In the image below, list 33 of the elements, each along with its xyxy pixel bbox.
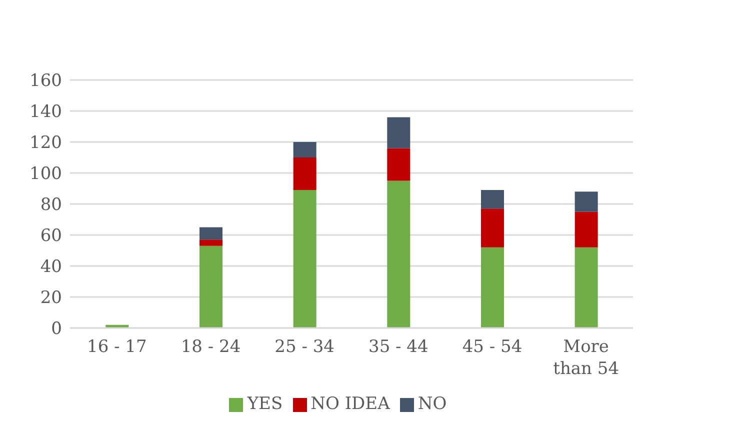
x-tick-label: 35 - 44 [368, 337, 428, 357]
legend-label: YES [247, 394, 283, 414]
bar [480, 190, 504, 209]
y-tick-label: 100 [30, 164, 62, 184]
x-tick-label: 16 - 17 [87, 337, 147, 357]
y-tick-label: 60 [40, 226, 62, 246]
bar [574, 247, 598, 328]
y-tick-label: 120 [30, 133, 62, 154]
bar [293, 142, 316, 158]
y-tick-label: 140 [30, 102, 62, 122]
x-tick-label: 45 - 54 [462, 337, 522, 357]
bar [199, 227, 222, 240]
bar [574, 212, 598, 248]
x-tick-label: 25 - 34 [274, 337, 334, 357]
y-tick-label: 160 [30, 71, 62, 92]
bar [387, 148, 410, 181]
legend-label: NO [418, 394, 447, 414]
y-tick-label: 0 [51, 319, 62, 340]
bar [199, 246, 222, 328]
y-tick-label: 40 [40, 257, 62, 278]
y-tick-label: 20 [40, 288, 62, 308]
bar [574, 192, 598, 212]
x-tick-label: 18 - 24 [180, 337, 241, 357]
bar [480, 247, 504, 328]
bar [293, 190, 316, 328]
bar [387, 117, 410, 148]
bar [480, 208, 504, 248]
bar [199, 240, 222, 246]
bar [387, 180, 410, 328]
legend-label: NO IDEA [310, 394, 390, 414]
y-tick-label: 80 [40, 195, 62, 216]
bar [293, 158, 316, 190]
x-tick-label: More than 54 [553, 337, 620, 379]
